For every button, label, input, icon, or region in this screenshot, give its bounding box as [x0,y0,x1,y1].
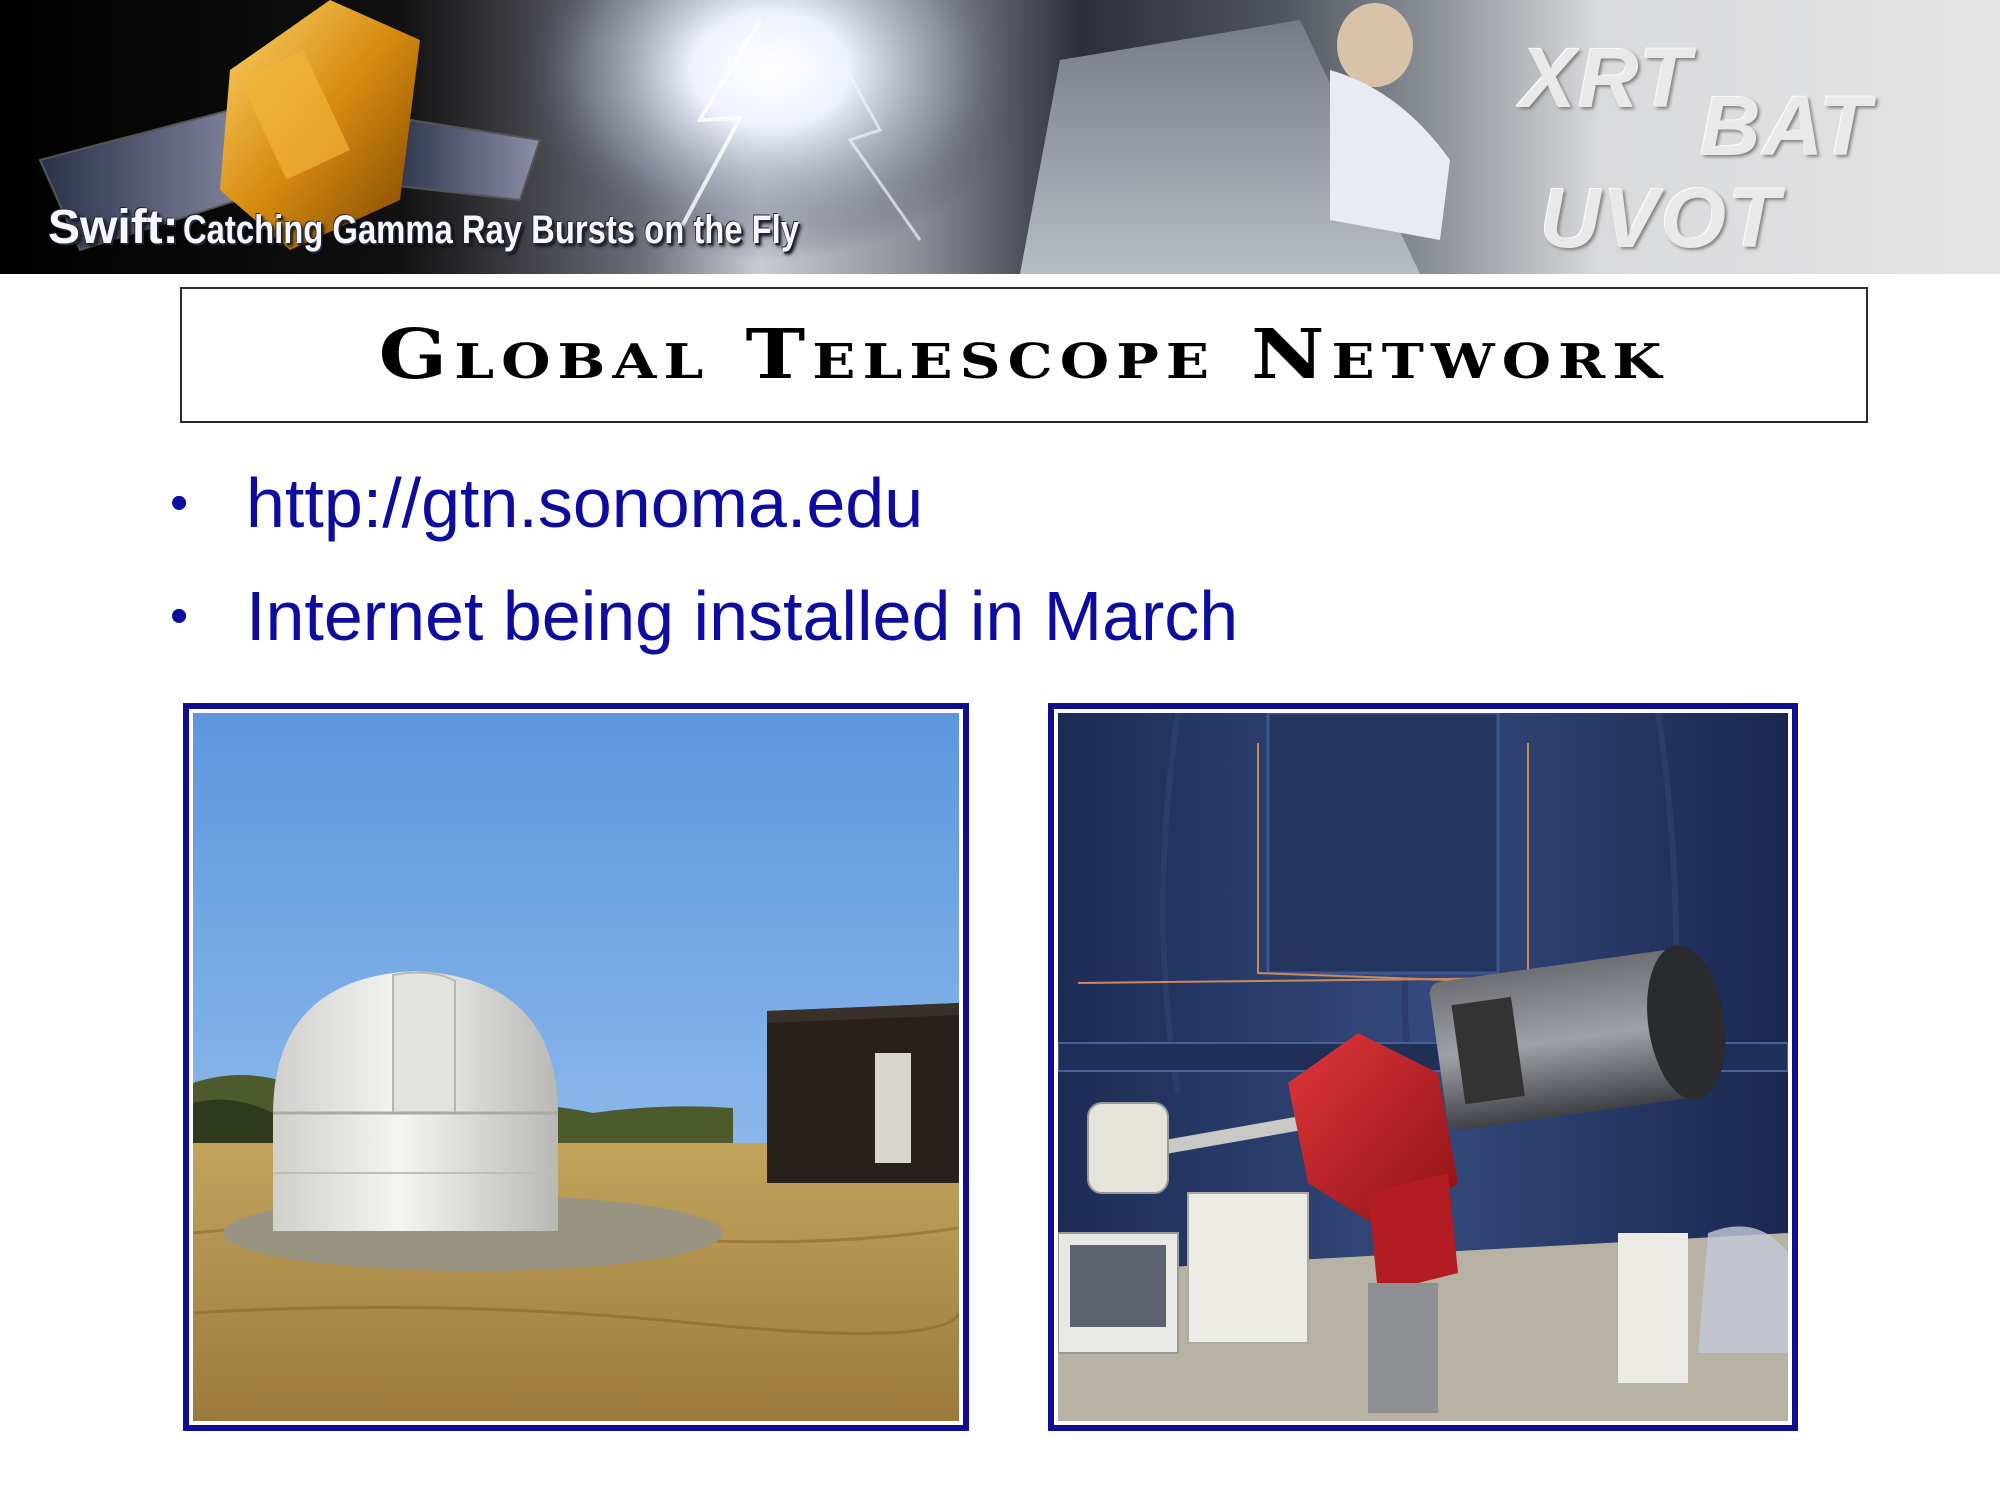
photo-telescope-interior [1048,703,1798,1431]
bullet-text[interactable]: http://gtn.sonoma.edu [246,464,924,542]
bullet-text: Internet being installed in March [246,577,1239,655]
counterweight-bar [1148,1113,1319,1157]
gamma-flash-glow [510,0,1030,260]
lightning-bolt-2 [828,39,922,241]
counterweight [1087,1102,1169,1194]
telescope-pier [1368,1283,1438,1413]
detector-array [1020,20,1420,274]
banner-title: Swift: Catching Gamma Ray Bursts on the … [48,200,934,255]
air-conditioner [1618,1233,1688,1383]
banner-tagline: Catching Gamma Ray Bursts on the Fly [183,208,800,252]
bullet-dot: • [170,474,189,532]
telescope-tube [1429,945,1726,1131]
bullet-item-internet: • Internet being installed in March [170,576,1238,656]
dome-slit-cover [392,971,456,1114]
bullet-dot: • [170,587,189,645]
computer-cabinet [1187,1192,1309,1344]
telescope-interior-image [1058,713,1788,1421]
observatory-dome-image [193,713,959,1421]
shed-door [875,1053,911,1163]
equipment-shed [767,1003,959,1183]
photo-observatory-dome [183,703,969,1431]
banner-title-prefix: Swift: [48,201,179,254]
header-banner: Swift: Catching Gamma Ray Bursts on the … [0,0,2000,274]
title-box: Global Telescope Network [180,287,1868,423]
solar-panel-right [388,118,542,202]
scientist-coat [1330,70,1450,240]
instrument-label-uvot: UVOT [1540,171,1782,265]
bullet-item-url: • http://gtn.sonoma.edu [170,463,923,543]
scientist-head [1337,3,1413,87]
banner-artwork [38,0,1450,274]
plastic-cover [1698,1226,1788,1353]
dome-slit [1266,713,1500,975]
instrument-label-bat: BAT [1700,79,1873,173]
instrument-label-xrt: XRT [1520,31,1693,125]
page-title: Global Telescope Network [379,315,1669,395]
lightning-bolt [678,18,762,231]
